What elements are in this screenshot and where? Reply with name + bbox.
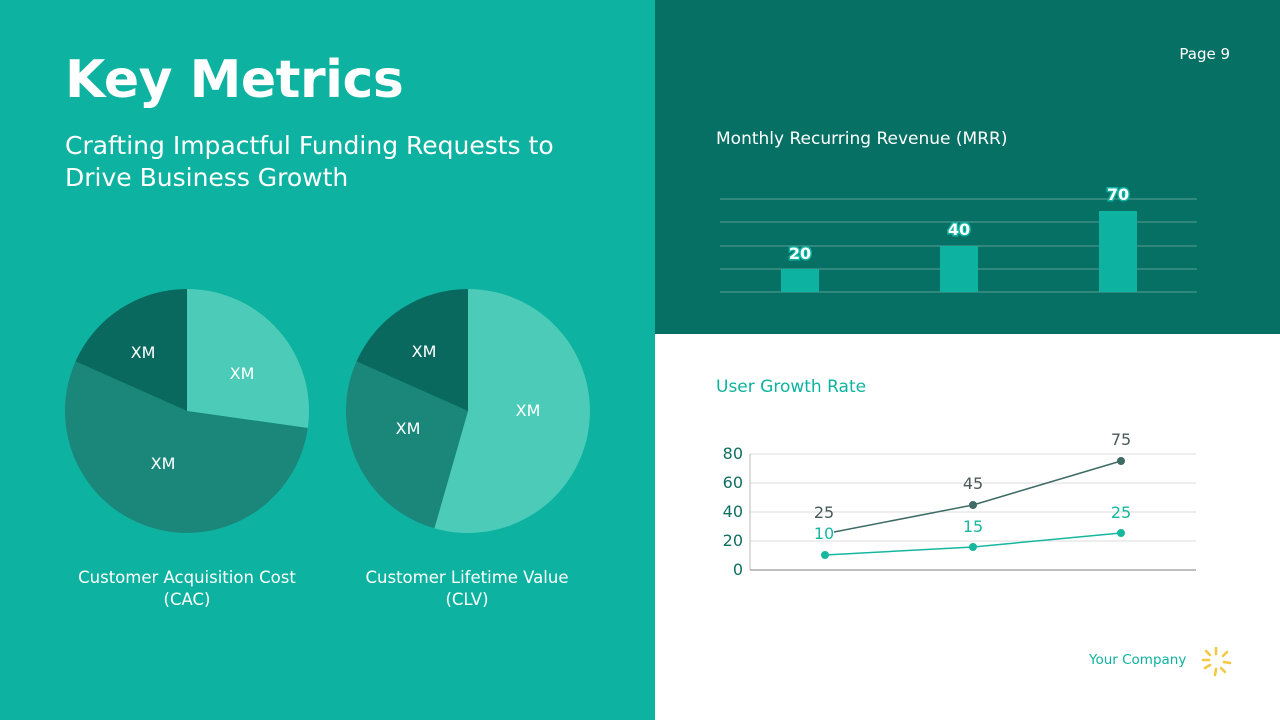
ugr-series-1-label: 45: [963, 474, 983, 493]
cac-slice-dark-label: XM: [131, 343, 156, 362]
y-tick-40: 40: [723, 502, 743, 521]
clv-slice-dark: [356, 289, 468, 411]
cac-pie-chart: XM XM XM: [65, 289, 309, 533]
ugr-series-2-point: [1117, 529, 1125, 537]
cac-slice-light: [187, 289, 309, 428]
mrr-bar-3-label: 70: [1107, 185, 1129, 204]
company-name: Your Company: [1089, 652, 1187, 668]
ugr-series-2-point: [821, 551, 829, 559]
clv-caption: Customer Lifetime Value (CLV): [337, 567, 597, 611]
y-tick-20: 20: [723, 531, 743, 550]
sunburst-icon: [1201, 646, 1232, 677]
cac-slice-mid-label: XM: [151, 454, 176, 473]
mrr-bar-2-label: 40: [948, 220, 970, 239]
y-tick-80: 80: [723, 444, 743, 463]
clv-slice-mid-label: XM: [396, 419, 421, 438]
page-number: Page 9: [1179, 45, 1230, 63]
y-tick-0: 0: [733, 560, 743, 579]
ugr-series-2-label: 10: [814, 524, 834, 543]
clv-caption-line2: (CLV): [445, 590, 489, 609]
ugr-y-ticks: 80 60 40 20 0: [723, 444, 743, 579]
ugr-series-2-point: [969, 543, 977, 551]
mrr-bar-3: [1099, 211, 1137, 292]
ugr-series-1-label: 25: [814, 503, 834, 522]
mrr-bar-2: [940, 246, 978, 292]
clv-slice-mid: [345, 361, 468, 529]
ugr-series-1-point: [969, 501, 977, 509]
mrr-bar-1: [781, 269, 819, 292]
clv-pie-chart: XM XM XM: [345, 289, 590, 533]
mrr-bar-1-label: 20: [789, 244, 811, 263]
clv-slice-light-label: XM: [516, 401, 541, 420]
page-subtitle: Crafting Impactful Funding Requests to D…: [65, 131, 554, 192]
cac-slice-mid: [65, 361, 308, 533]
ugr-series-1-point: [1117, 457, 1125, 465]
ugr-chart-title: User Growth Rate: [716, 377, 867, 397]
clv-slice-light: [434, 289, 590, 533]
cac-caption-line1: Customer Acquisition Cost: [78, 568, 296, 587]
mrr-chart-title: Monthly Recurring Revenue (MRR): [716, 129, 1008, 149]
cac-caption: Customer Acquisition Cost (CAC): [57, 567, 317, 611]
user-growth-panel: [655, 334, 1280, 720]
clv-caption-line1: Customer Lifetime Value: [365, 568, 569, 587]
ugr-series-1-label: 75: [1111, 430, 1131, 449]
ugr-gridlines: [750, 453, 1196, 542]
cac-slice-light-label: XM: [230, 364, 255, 383]
ugr-series-2-label: 15: [963, 517, 983, 536]
y-tick-60: 60: [723, 473, 743, 492]
cac-caption-line2: (CAC): [163, 590, 211, 609]
ugr-series-2-label: 25: [1111, 503, 1131, 522]
cac-slice-dark: [75, 289, 187, 411]
clv-slice-dark-label: XM: [412, 342, 437, 361]
page-title: Key Metrics: [65, 50, 404, 110]
